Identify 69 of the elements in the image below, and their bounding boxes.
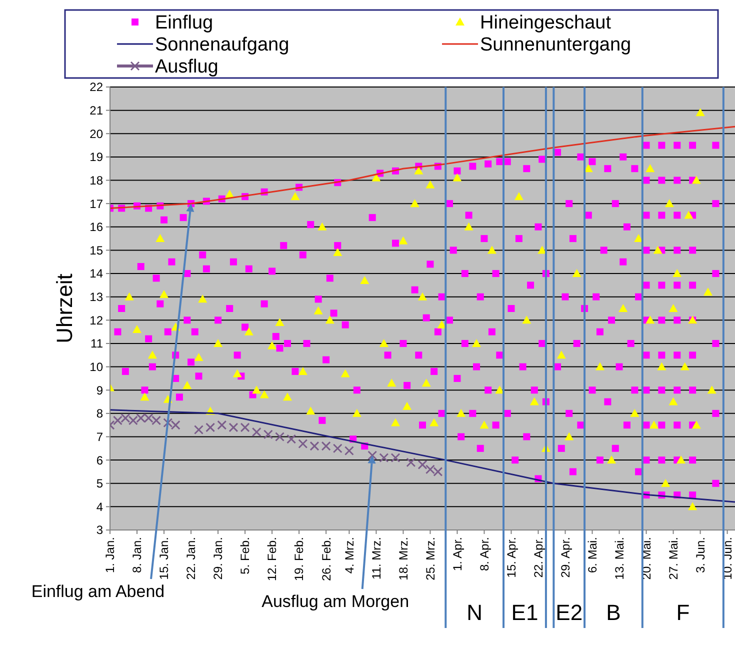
x-tick-label: 15. Apr.	[504, 537, 518, 578]
y-tick-label: 18	[90, 173, 104, 188]
x-tick-label: 1. Jan.	[103, 537, 118, 574]
legend-label: Hineingeschaut	[480, 12, 612, 34]
ref-line-label: N	[466, 600, 483, 625]
x-tick-label: 1. Apr.	[450, 537, 464, 572]
y-tick-label: 19	[90, 150, 104, 164]
y-tick-label: 13	[90, 290, 104, 304]
y-tick-label: 10	[90, 360, 104, 374]
x-tick-label: 15. Jan.	[157, 537, 172, 580]
x-tick-label: 27. Mai.	[666, 537, 680, 580]
point	[406, 458, 416, 468]
y-tick-label: 15	[90, 243, 104, 258]
annotation: Einflug am Abend	[31, 582, 165, 601]
point	[344, 446, 354, 456]
point	[217, 420, 227, 430]
x-tick-label: 29. Apr.	[558, 537, 572, 578]
y-tick-label: 22	[90, 80, 104, 94]
ref-line-label: E2	[556, 600, 583, 625]
y-tick-label: 21	[90, 104, 104, 118]
point	[206, 422, 216, 432]
x-tick-label: 3. Jun.	[693, 537, 708, 574]
legend-label: Sonnenaufgang	[155, 34, 290, 56]
y-tick-label: 11	[90, 336, 104, 351]
legend-label: Sunnenuntergang	[480, 34, 632, 56]
point	[263, 430, 273, 440]
ref-line-label: F	[676, 600, 690, 625]
y-axis-title: Uhrzeit	[52, 274, 77, 344]
annotation: Ausflug am Morgen	[262, 592, 410, 611]
x-tick-label: 12. Feb.	[265, 537, 280, 582]
point	[194, 424, 204, 434]
x-tick-label: 8. Jan.	[130, 537, 144, 574]
x-tick-label: 13. Mai.	[612, 537, 626, 580]
x-tick-label: 25. Mrz.	[423, 537, 438, 580]
point	[240, 422, 250, 432]
x-tick-label: 18. Mrz.	[396, 537, 410, 580]
legend-label: Einflug	[155, 12, 214, 34]
y-tick-label: 5	[96, 476, 104, 491]
ref-line-label: B	[606, 600, 621, 625]
x-tick-label: 29. Jan.	[211, 537, 226, 580]
point	[252, 427, 262, 437]
x-tick-label: 26. Feb.	[319, 537, 334, 582]
y-tick-label: 12	[90, 313, 104, 328]
point	[379, 452, 389, 462]
point	[332, 444, 342, 454]
point	[368, 450, 378, 460]
x-tick-label: 22. Apr.	[531, 537, 546, 578]
y-tick-label: 7	[96, 430, 104, 444]
x-tick-label: 4. Mrz.	[342, 537, 356, 574]
y-tick-label: 9	[96, 383, 104, 398]
y-tick-label: 14	[90, 266, 104, 281]
x-tick-label: 22. Jan.	[184, 537, 198, 580]
y-tick-label: 6	[96, 453, 104, 468]
x-tick-label: 11. Mrz.	[369, 537, 384, 580]
ref-line-label: E1	[511, 600, 538, 625]
x-tick-label: 6. Mai.	[585, 537, 600, 574]
y-tick-label: 20	[90, 126, 104, 141]
y-tick-label: 3	[96, 523, 104, 538]
x-tick-label: 8. Apr.	[477, 537, 492, 572]
y-tick-label: 17	[90, 196, 104, 211]
point	[418, 460, 428, 470]
x-tick-label: 5. Feb.	[238, 537, 252, 574]
point	[390, 452, 400, 462]
y-tick-label: 8	[96, 406, 104, 421]
point	[228, 422, 238, 432]
y-tick-label: 4	[96, 500, 104, 514]
x-tick-label: 19. Feb.	[292, 537, 306, 582]
legend-label: Ausflug	[155, 56, 218, 78]
y-tick-label: 16	[90, 220, 104, 234]
